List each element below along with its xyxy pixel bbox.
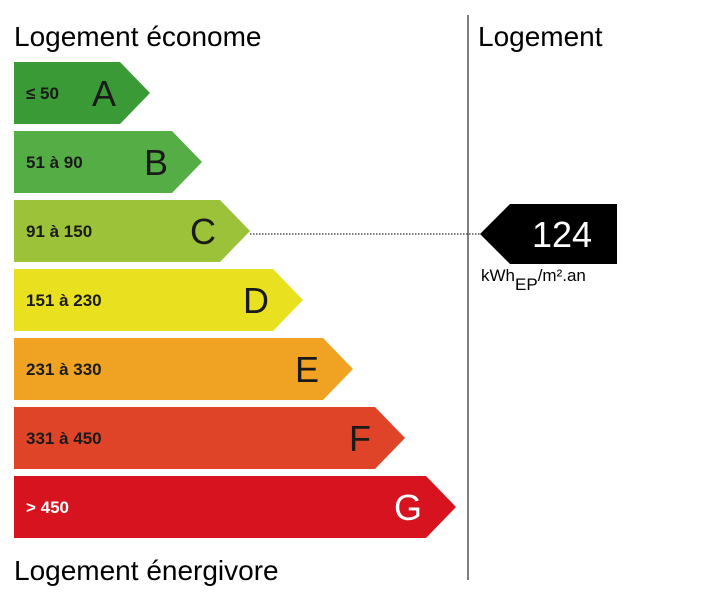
unit: kWh (481, 266, 515, 285)
rating-unit: kWhEP/m².an (481, 266, 586, 294)
class-letter: B (144, 142, 168, 183)
class-range: 331 à 450 (26, 429, 102, 448)
class-letter: E (295, 349, 319, 390)
class-range: > 450 (26, 498, 69, 517)
rating-marker (480, 204, 617, 264)
class-letter: F (349, 418, 371, 459)
class-letter: G (394, 487, 422, 528)
class-range: 91 à 150 (26, 222, 92, 241)
class-range: 151 à 230 (26, 291, 102, 310)
class-bar (14, 269, 303, 331)
top-label: Logement économe (14, 21, 262, 52)
class-range: 231 à 330 (26, 360, 102, 379)
class-range: 51 à 90 (26, 153, 83, 172)
right-label: Logement (478, 21, 603, 52)
class-letter: D (243, 280, 269, 321)
class-bar (14, 131, 202, 193)
class-bar (14, 200, 250, 262)
class-letter: A (92, 73, 116, 114)
class-bar (14, 62, 150, 124)
unit-suffix: /m².an (538, 266, 586, 285)
class-bar (14, 407, 405, 469)
bottom-label: Logement énergivore (14, 555, 279, 586)
class-bar (14, 476, 456, 538)
classes: ≤ 50 A 51 à 90 B 91 à 150 C 151 à 230 D 231 à 33… (14, 62, 456, 538)
class-range: ≤ 50 (26, 84, 59, 103)
class-letter: C (190, 211, 216, 252)
rating-value: 124 (532, 214, 592, 255)
class-bar (14, 338, 353, 400)
unit-sub: EP (515, 275, 538, 294)
